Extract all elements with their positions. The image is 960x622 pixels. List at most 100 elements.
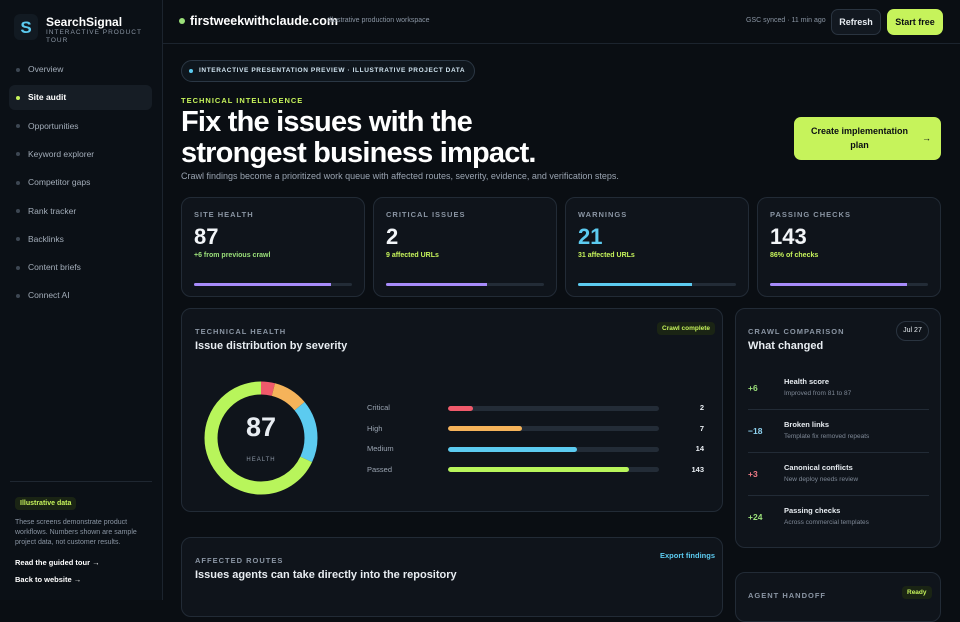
- stat-card: CRITICAL ISSUES 2 9 affected URLs: [373, 197, 557, 297]
- divider: [748, 495, 929, 496]
- preview-pill: INTERACTIVE PRESENTATION PREVIEW · ILLUS…: [181, 60, 476, 82]
- stat-value: 2: [386, 224, 399, 249]
- change-detail: Template fix removed repeats: [784, 433, 870, 440]
- stat-card: WARNINGS 21 31 affected URLs: [565, 197, 749, 297]
- routes-panel: AFFECTED ROUTES Issues agents can take d…: [181, 537, 723, 617]
- date-chip: Jul 27: [896, 321, 929, 341]
- status-dot: [179, 18, 185, 24]
- delta: +3: [748, 469, 758, 479]
- meter-fill: [386, 283, 488, 286]
- meter-track: [770, 283, 928, 286]
- severity-label: Critical: [367, 403, 390, 412]
- brand-tagline: INTERACTIVE PRODUCT TOUR: [46, 29, 142, 44]
- stat-note: +6 from previous crawl: [194, 252, 271, 259]
- delta: +24: [748, 512, 763, 522]
- stat-label: WARNINGS: [578, 210, 628, 219]
- severity-track: [448, 446, 659, 452]
- delta: +6: [748, 383, 758, 393]
- topbar: firstweekwithclaude.com Illustrative pro…: [163, 0, 960, 44]
- eyebrow: AGENT HANDOFF: [748, 591, 826, 600]
- arrow: →: [922, 133, 931, 143]
- panel-title: Issues agents can take directly into the…: [195, 569, 457, 581]
- severity-count: 7: [699, 423, 704, 433]
- change-detail: Across commercial templates: [784, 519, 869, 526]
- nav-item[interactable]: Content briefs: [9, 255, 152, 280]
- score: 87: [245, 412, 277, 442]
- panel-title: Issue distribution by severity: [195, 340, 348, 352]
- nav-item[interactable]: Connect AI: [9, 283, 152, 308]
- sync-status: GSC synced · 11 min ago: [746, 17, 826, 24]
- distribution-panel: TECHNICAL HEALTH Issue distribution by s…: [181, 308, 723, 512]
- stat-label: SITE HEALTH: [194, 210, 254, 219]
- severity-count: 143: [691, 464, 704, 474]
- change-detail: New deploy needs review: [784, 476, 859, 483]
- pill-dot: [189, 69, 193, 73]
- donut-segment: [204, 381, 318, 495]
- severity-fill: [448, 405, 474, 411]
- divider: [748, 452, 929, 453]
- domain: firstweekwithclaude.com: [190, 14, 338, 28]
- cta-label: Create implementation plan: [810, 126, 909, 150]
- nav-item[interactable]: Rank tracker: [9, 199, 152, 224]
- start-button[interactable]: Start free: [887, 9, 943, 35]
- divider: [748, 409, 929, 410]
- meter-fill: [578, 283, 692, 286]
- nav-item[interactable]: Backlinks: [9, 227, 152, 252]
- refresh-button[interactable]: Refresh: [831, 9, 881, 35]
- nav-item[interactable]: Keyword explorer: [9, 142, 152, 167]
- svg-text:S: S: [20, 18, 31, 37]
- donut-segment: [204, 381, 318, 495]
- severity-fill: [448, 467, 630, 472]
- nav-item[interactable]: Site audit: [9, 85, 152, 111]
- change-title: Health score: [784, 377, 830, 386]
- divider: [10, 481, 152, 482]
- sidebar: S SearchSignal INTERACTIVE PRODUCT TOUR …: [0, 0, 163, 600]
- eyebrow: AFFECTED ROUTES: [195, 556, 284, 565]
- stat-card: PASSING CHECKS 143 86% of checks: [757, 197, 941, 297]
- stat-label: PASSING CHECKS: [770, 210, 851, 219]
- severity-label: Passed: [367, 464, 393, 474]
- link[interactable]: Back to website →: [15, 575, 82, 584]
- cta-button[interactable]: Create implementation plan →: [794, 117, 941, 160]
- severity-count: 2: [699, 403, 704, 412]
- meter-track: [194, 283, 352, 286]
- meter-fill: [770, 283, 908, 286]
- stat-value: 21: [578, 224, 603, 249]
- panel-title: What changed: [748, 340, 824, 352]
- stat-note: 86% of checks: [770, 252, 819, 259]
- severity-fill: [448, 446, 577, 452]
- subtitle: Illustrative production workspace: [328, 17, 430, 24]
- stat-card: SITE HEALTH 87 +6 from previous crawl: [181, 197, 365, 297]
- eyebrow: CRAWL COMPARISON: [748, 327, 845, 336]
- stat-value: 143: [770, 224, 807, 249]
- hero-description: Crawl findings become a prioritized work…: [181, 171, 619, 181]
- nav-item[interactable]: Opportunities: [9, 114, 152, 139]
- change-title: Broken links: [784, 420, 830, 429]
- change-detail: Improved from 81 to 87: [784, 390, 852, 397]
- change-title: Passing checks: [784, 506, 841, 515]
- link[interactable]: Read the guided tour →: [15, 558, 100, 567]
- meter-fill: [194, 283, 332, 286]
- stat-note: 31 affected URLs: [578, 252, 635, 259]
- export-link[interactable]: Export findings: [660, 551, 715, 560]
- severity-label: Medium: [367, 444, 394, 453]
- meter-track: [578, 283, 736, 286]
- severity-track: [448, 426, 659, 431]
- note: These screens demonstrate product workfl…: [15, 519, 137, 546]
- nav-item[interactable]: Overview: [9, 57, 152, 82]
- nav-item[interactable]: Competitor gaps: [9, 170, 152, 195]
- comparison-panel: CRAWL COMPARISON What changed Jul 27 +6 H…: [735, 308, 941, 548]
- eyebrow: TECHNICAL INTELLIGENCE: [181, 96, 304, 105]
- badge: Crawl complete: [657, 322, 716, 335]
- badge: Ready: [902, 586, 932, 599]
- donut: [204, 381, 318, 495]
- severity-track: [448, 467, 659, 472]
- badge: Illustrative data: [15, 497, 77, 510]
- severity-count: 14: [695, 444, 704, 453]
- severity-label: High: [367, 423, 383, 433]
- delta: −18: [748, 426, 763, 436]
- meter-track: [386, 283, 544, 286]
- severity-fill: [448, 426, 522, 431]
- brand-name: SearchSignal: [46, 15, 123, 29]
